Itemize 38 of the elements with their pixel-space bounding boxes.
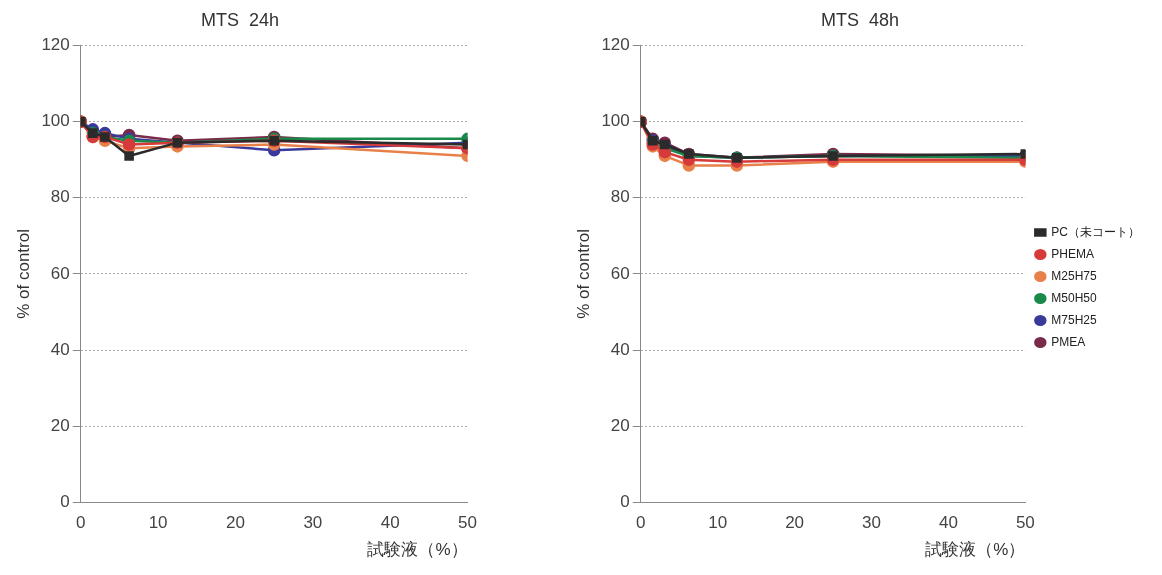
chart-title: MTS 24h	[200, 9, 280, 30]
x-tick-label: 0	[76, 513, 86, 533]
y-tick-label: 80	[610, 187, 630, 207]
y-tick-label: 60	[50, 263, 70, 283]
x-tick-label: 40	[380, 513, 400, 533]
legend-label: PMEA	[1051, 334, 1086, 349]
x-tick-label: 50	[1015, 513, 1035, 533]
x-tick-label: 10	[148, 513, 168, 533]
x-tick-label: 40	[938, 513, 958, 533]
y-tick-label: 0	[620, 491, 630, 511]
y-tick-label: 40	[610, 339, 630, 359]
x-tick-label: 10	[708, 513, 728, 533]
x-tick-label: 0	[636, 513, 646, 533]
x-tick-label: 50	[458, 513, 478, 533]
x-axis-title: 試験液（%）	[367, 540, 468, 560]
y-tick-label: 100	[601, 111, 630, 131]
legend-label: PC（未コート）	[1051, 224, 1140, 239]
x-tick-label: 30	[862, 513, 881, 533]
y-tick-label: 20	[50, 415, 70, 435]
y-axis-title: % of control	[573, 229, 593, 319]
y-tick-label: 120	[601, 35, 630, 55]
y-tick-label: 40	[50, 339, 70, 359]
x-tick-label: 30	[303, 513, 323, 533]
legend-label: PHEMA	[1051, 246, 1095, 261]
y-axis-title: % of control	[13, 229, 33, 319]
y-tick-label: 100	[41, 111, 70, 131]
legend-label: M50H50	[1051, 290, 1098, 305]
y-tick-label: 60	[610, 263, 630, 283]
x-axis-title: 試験液（%）	[925, 540, 1026, 560]
legend-label: M25H75	[1051, 268, 1098, 283]
x-tick-label: 20	[226, 513, 245, 533]
y-tick-label: 120	[41, 35, 70, 55]
y-tick-label: 20	[610, 415, 630, 435]
y-tick-label: 80	[50, 187, 70, 207]
chart-title: MTS 48h	[820, 9, 900, 30]
legend-label: M75H25	[1051, 312, 1098, 327]
x-tick-label: 20	[785, 513, 805, 533]
y-tick-label: 0	[60, 491, 70, 511]
